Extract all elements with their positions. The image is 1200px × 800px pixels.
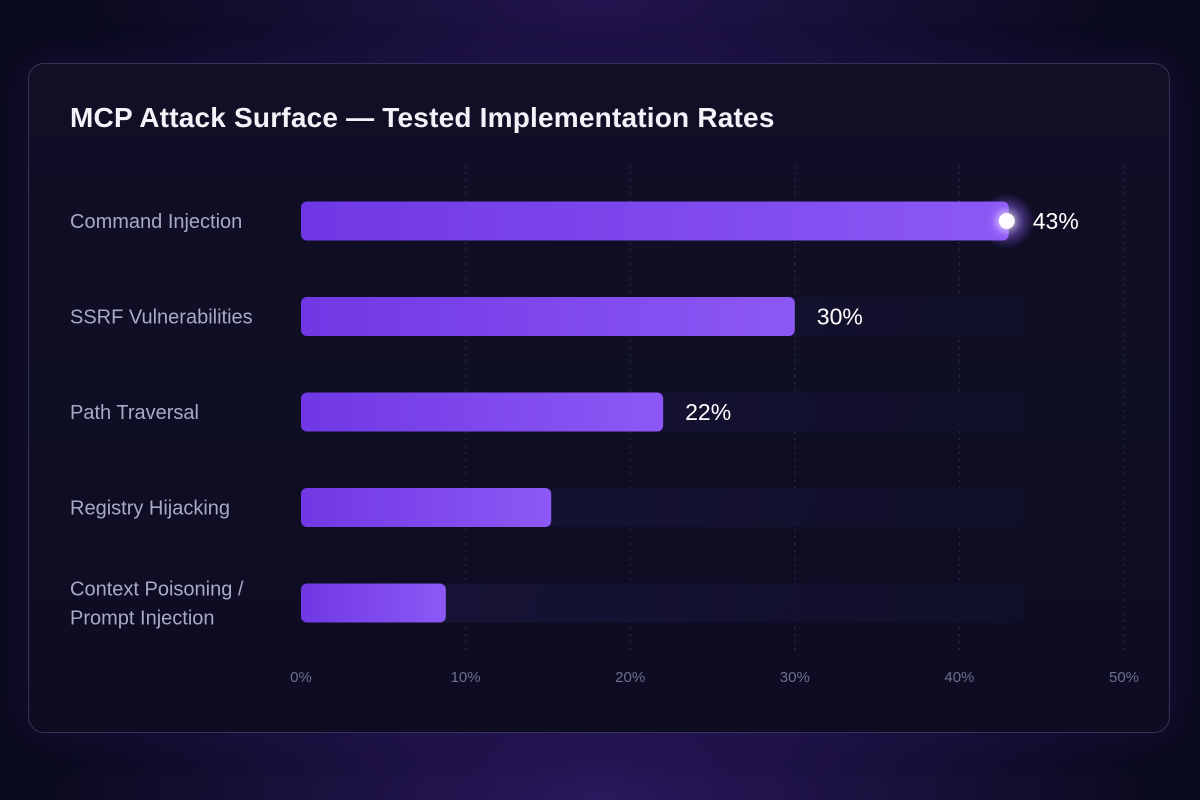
labels: 0% 10% 20% 30% 40% 50% Command Injection 43% SSR… <box>70 208 1139 686</box>
x-tick-label: 40% <box>944 669 974 686</box>
x-tick-label: 30% <box>780 669 810 686</box>
value-label: 30% <box>817 304 863 330</box>
x-tick-label: 10% <box>451 669 481 686</box>
value-label: 22% <box>685 399 731 425</box>
x-tick-label: 20% <box>615 669 645 686</box>
category-label: Command Injection <box>70 211 242 233</box>
bar <box>301 488 552 527</box>
category-label: Prompt Injection <box>70 608 215 630</box>
bar-track <box>301 583 1024 623</box>
chart-title: MCP Attack Surface — Tested Implementati… <box>70 102 775 133</box>
bar <box>301 583 446 623</box>
bar <box>301 201 1009 241</box>
category-label: SSRF Vulnerabilities <box>70 307 253 329</box>
x-tick-label: 0% <box>290 669 312 686</box>
category-label: Path Traversal <box>70 402 199 424</box>
bar <box>301 297 795 336</box>
highlight-dot <box>998 213 1015 229</box>
category-label: Context Poisoning / <box>70 579 244 601</box>
category-label: Registry Hijacking <box>70 498 230 520</box>
value-label: 43% <box>1033 208 1079 234</box>
bars <box>301 193 1035 623</box>
bar <box>301 392 664 432</box>
x-tick-label: 50% <box>1109 669 1139 686</box>
